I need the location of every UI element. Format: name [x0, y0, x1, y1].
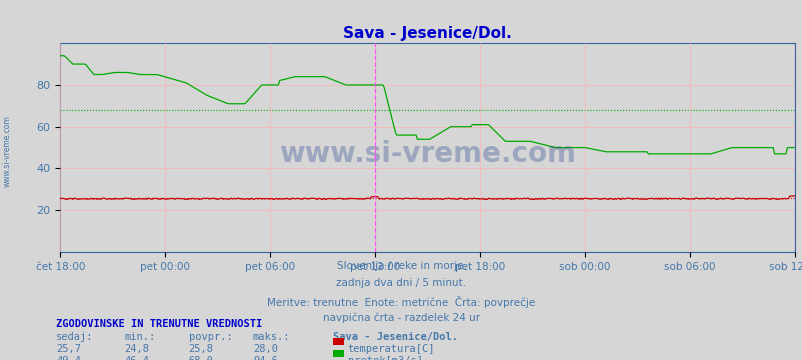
Text: navpična črta - razdelek 24 ur: navpična črta - razdelek 24 ur [322, 313, 480, 323]
Text: sedaj:: sedaj: [56, 332, 94, 342]
Text: Sava - Jesenice/Dol.: Sava - Jesenice/Dol. [333, 332, 458, 342]
Text: povpr.:: povpr.: [188, 332, 232, 342]
Text: 94,6: 94,6 [253, 356, 277, 360]
Text: Slovenija / reke in morje.: Slovenija / reke in morje. [336, 261, 466, 271]
Text: 49,4: 49,4 [56, 356, 81, 360]
Text: pretok[m3/s]: pretok[m3/s] [347, 356, 422, 360]
Text: 28,0: 28,0 [253, 344, 277, 354]
Text: temperatura[C]: temperatura[C] [347, 344, 435, 354]
Text: 68,0: 68,0 [188, 356, 213, 360]
Text: zadnja dva dni / 5 minut.: zadnja dva dni / 5 minut. [336, 278, 466, 288]
Text: maks.:: maks.: [253, 332, 290, 342]
Title: Sava - Jesenice/Dol.: Sava - Jesenice/Dol. [342, 26, 512, 41]
Text: ZGODOVINSKE IN TRENUTNE VREDNOSTI: ZGODOVINSKE IN TRENUTNE VREDNOSTI [56, 319, 262, 329]
Text: www.si-vreme.com: www.si-vreme.com [2, 115, 11, 187]
Text: 24,8: 24,8 [124, 344, 149, 354]
Text: 25,8: 25,8 [188, 344, 213, 354]
Text: min.:: min.: [124, 332, 156, 342]
Text: Meritve: trenutne  Enote: metrične  Črta: povprečje: Meritve: trenutne Enote: metrične Črta: … [267, 296, 535, 307]
Text: 46,4: 46,4 [124, 356, 149, 360]
Text: www.si-vreme.com: www.si-vreme.com [279, 140, 575, 168]
Text: 25,7: 25,7 [56, 344, 81, 354]
